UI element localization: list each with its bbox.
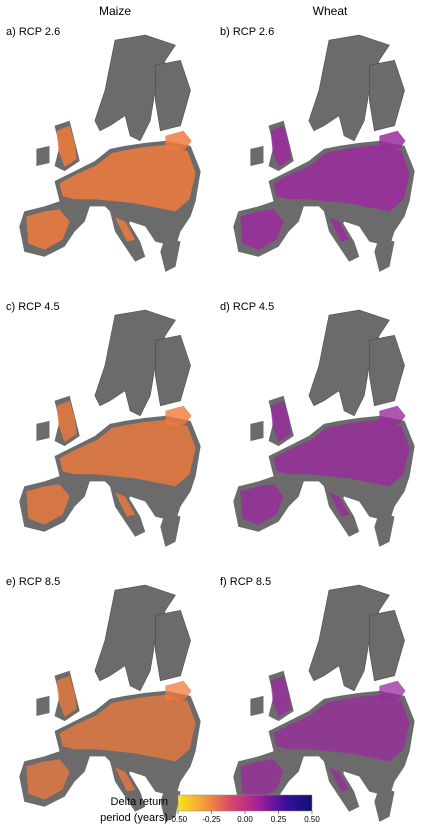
colorbar-tick-label: 0.00: [237, 815, 253, 824]
column-title: Maize: [99, 4, 131, 18]
panel-label: c) RCP 4.5: [6, 301, 60, 313]
colorbar-tick-label: -0.50: [169, 815, 188, 824]
panels: a) RCP 2.6 b) RCP 2.6 c) RCP 4.5 d) RCP 4.5…: [6, 26, 416, 823]
panel-label: f) RCP 8.5: [220, 576, 271, 588]
column-title: Wheat: [313, 4, 348, 18]
colorbar-tick-label: 0.50: [304, 815, 320, 824]
panel-label: b) RCP 2.6: [220, 26, 274, 38]
colorbar-tick-label: 0.25: [271, 815, 287, 824]
colorbar-tick-label: -0.25: [202, 815, 221, 824]
colorbar-label: period (years): [100, 812, 168, 824]
colorbar-scale: -0.50 -0.25 0.00 0.25 0.50: [169, 794, 320, 824]
panel-label: d) RCP 4.5: [220, 301, 274, 313]
colorbar-label: Delta return: [111, 796, 168, 808]
panel-label: e) RCP 8.5: [6, 576, 60, 588]
panel-label: a) RCP 2.6: [6, 26, 60, 38]
colorbar: Delta return period (years) -0.50 -0.25 0.…: [100, 794, 320, 824]
colorbar-ramp: [177, 794, 313, 812]
